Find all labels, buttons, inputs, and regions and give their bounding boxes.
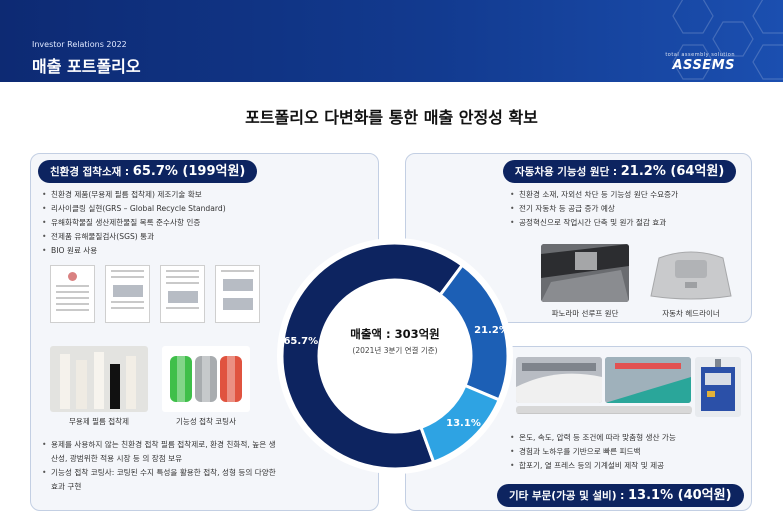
total-revenue: 매출액 : 303억원 xyxy=(350,327,440,341)
revenue-basis: (2021년 3분기 연결 기준) xyxy=(352,346,438,355)
eco-label: 친환경 접착소재 : xyxy=(50,166,133,178)
fabric-roll-photo xyxy=(516,357,602,403)
heat-press-photo xyxy=(695,357,741,417)
certificate-image xyxy=(50,265,95,323)
sunroof-fabric-caption: 파노라마 선루프 원단 xyxy=(551,309,619,318)
list-item: 용제를 사용하지 않는 친환경 접착 필름 접착제로, 환경 친화적, 높은 생… xyxy=(42,438,282,466)
auto-bullet-list: 친환경 소재, 자외선 차단 등 기능성 원단 수요증가 전기 자동차 등 공급… xyxy=(510,188,740,230)
certificate-image xyxy=(105,265,150,323)
logo-tagline: total assembly solution xyxy=(665,52,735,58)
list-item: 온도, 속도, 압력 등 조건에 따라 맞춤형 생산 가능 xyxy=(510,431,740,445)
list-item: 합포기, 열 프레스 등의 기계설비 제작 및 제공 xyxy=(510,459,740,473)
coating-yarn-caption: 기능성 접착 코팅사 xyxy=(176,417,236,426)
donut-label-auto: 21.2% xyxy=(474,325,509,337)
eco-adhesive-badge: 친환경 접착소재 : 65.7% (199억원) xyxy=(38,160,258,183)
company-logo: total assembly solution ASSEMS xyxy=(665,52,735,73)
header-banner: Investor Relations 2022 매출 포트폴리오 total a… xyxy=(0,0,783,82)
headliner-caption: 자동차 헤드라이너 xyxy=(662,309,720,318)
slide-headline: 포트폴리오 다변화를 통한 매출 안정성 확보 xyxy=(245,108,538,127)
other-bullet-list: 온도, 속도, 압력 등 조건에 따라 맞춤형 생산 가능 경험과 노하우를 기… xyxy=(510,431,740,473)
donut-label-eco: 65.7% xyxy=(283,336,319,348)
headliner-photo xyxy=(645,244,737,302)
list-item: 공정혁신으로 작업시간 단축 및 원가 절감 효과 xyxy=(510,216,740,230)
page-title: 매출 포트폴리오 xyxy=(32,57,141,76)
auto-value: 21.2% (64억원) xyxy=(620,164,725,179)
film-adhesive-caption: 무용제 필름 접착제 xyxy=(69,417,129,426)
other-label: 기타 부문(가공 및 설비) : xyxy=(509,490,629,502)
auto-label: 자동차용 기능성 원단 : xyxy=(515,166,621,178)
logo-text: ASSEMS xyxy=(672,58,735,73)
donut-center-text: 매출액 : 303억원 (2021년 3분기 연결 기준) xyxy=(322,326,468,356)
hexagon-pattern xyxy=(672,0,783,80)
coating-yarn-photo xyxy=(162,346,250,412)
other-value: 13.1% (40억원) xyxy=(628,488,732,503)
list-item: 리사이클링 실현(GRS – Global Recycle Standard) xyxy=(42,202,362,216)
list-item: 기능성 접착 코팅사: 코팅된 수지 특성을 활용한 접착, 성형 등의 다양한… xyxy=(42,466,282,494)
list-item: 경험과 노하우를 기반으로 빠른 피드백 xyxy=(510,445,740,459)
other-segment-badge: 기타 부문(가공 및 설비) : 13.1% (40억원) xyxy=(497,484,744,507)
header-subtitle: Investor Relations 2022 xyxy=(32,40,127,49)
production-line-photo xyxy=(605,357,691,403)
eco-detail-list: 용제를 사용하지 않는 친환경 접착 필름 접착제로, 환경 친화적, 높은 생… xyxy=(42,438,282,494)
list-item: 친환경 소재, 자외선 차단 등 기능성 원단 수요증가 xyxy=(510,188,740,202)
certificate-image xyxy=(160,265,205,323)
eco-bullet-list: 친환경 제품(무용제 필름 접착제) 제조기술 확보 리사이클링 실현(GRS … xyxy=(42,188,362,258)
list-item: 전기 자동차 등 공급 증가 예상 xyxy=(510,202,740,216)
sunroof-fabric-photo xyxy=(541,244,629,302)
list-item: 유해화학물질 생산제한물질 목록 준수사항 인증 xyxy=(42,216,362,230)
automotive-fabric-badge: 자동차용 기능성 원단 : 21.2% (64억원) xyxy=(503,160,737,183)
eco-value: 65.7% (199억원) xyxy=(132,164,246,179)
film-adhesive-photo xyxy=(50,346,148,412)
revenue-donut-chart xyxy=(277,238,513,474)
certificate-image xyxy=(215,265,260,323)
donut-label-other: 13.1% xyxy=(446,418,481,430)
roller-photo xyxy=(516,406,692,414)
certificate-images xyxy=(50,265,265,323)
list-item: 친환경 제품(무용제 필름 접착제) 제조기술 확보 xyxy=(42,188,362,202)
list-item: BIO 원료 사용 xyxy=(42,244,362,258)
list-item: 전제품 유해물질검사(SGS) 통과 xyxy=(42,230,362,244)
